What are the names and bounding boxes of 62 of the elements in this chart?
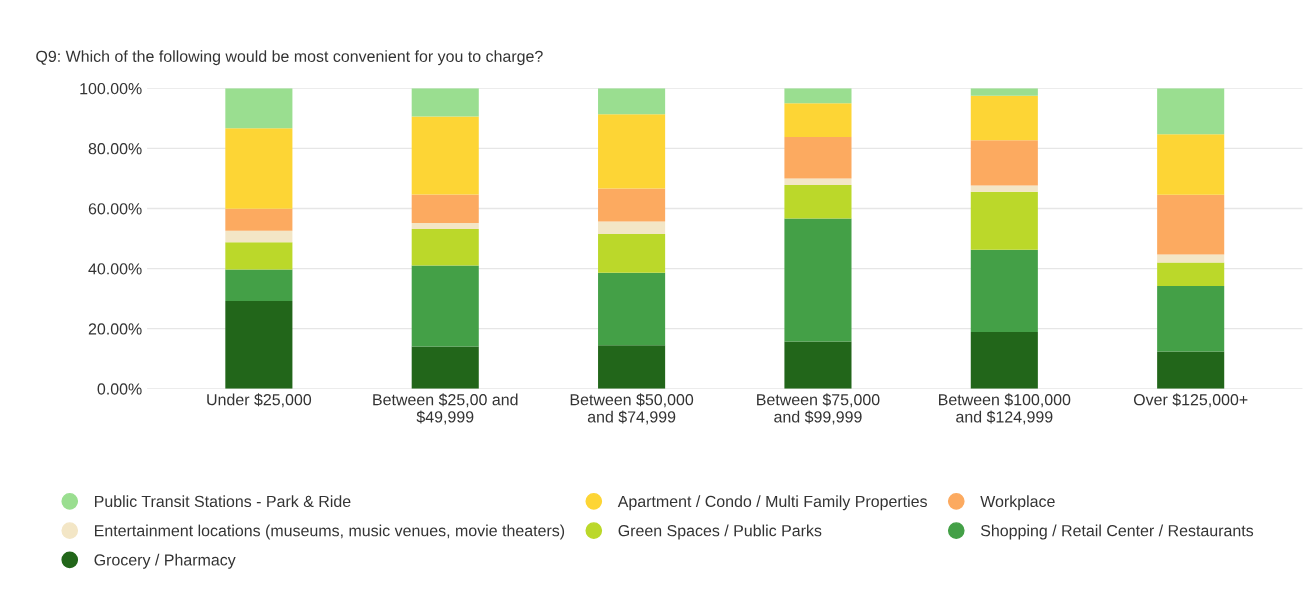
bar [598,345,666,389]
legend-label: Shopping / Retail Center / Restaurants [980,524,1254,540]
bar [598,188,666,222]
bar [598,234,666,273]
bar [598,88,666,115]
x-tick-label: Between $100,000 and $124,999 [939,393,1071,425]
y-tick-label: 20.00% [88,323,142,335]
bar [784,137,852,179]
bar [411,222,479,229]
bar [411,346,479,389]
bar [970,88,1038,96]
bar [784,88,852,104]
y-tick-label: 100.00% [80,82,142,95]
bar [225,88,293,129]
bar [1157,134,1225,195]
bar [225,269,293,302]
legend-label: Entertainment locations (museums, music venues, movie theaters) [95,524,565,540]
bar [1157,254,1225,263]
bar [784,341,852,389]
legend-label: Public Transit Stations - Park & Ride [95,495,351,508]
bar [1157,351,1225,389]
bar [598,114,666,189]
bar [1157,262,1225,287]
bar [225,301,293,389]
bar [411,194,479,223]
chart-title: Q9: Which of the following would be most convenient for you to charge? [36,50,543,66]
bar [970,95,1038,141]
bar [784,178,852,186]
bar [225,230,293,243]
bar [784,185,852,219]
bar [225,128,293,209]
x-tick-label: Under $25,000 [207,393,312,408]
bar [411,228,479,266]
bar [598,272,666,346]
bar [784,103,852,138]
x-tick-label: Over $125,000+ [1133,393,1248,408]
bar [225,242,293,270]
legend-label: Green Spaces / Public Parks [618,524,822,540]
y-tick-label: 0.00% [97,383,142,395]
y-tick-label: 80.00% [88,143,142,155]
bar [225,208,293,231]
bar [970,185,1038,192]
bar [598,221,666,235]
bar [970,140,1038,186]
bar [411,116,479,195]
bar [411,265,479,347]
x-tick-label: Between $50,000 and $74,999 [570,393,694,425]
legend-label: Grocery / Pharmacy [94,553,236,569]
y-tick-label: 40.00% [88,263,142,275]
legend-label: Workplace [980,495,1055,511]
bar [1157,194,1225,255]
x-tick-label: Between $75,000 and $99,999 [757,393,880,425]
bar [970,331,1038,389]
bar [1157,88,1225,135]
legend-label: Apartment / Condo / Multi Family Properties [617,495,927,511]
bar [1157,286,1225,352]
y-tick-label: 60.00% [88,203,142,215]
bar [970,249,1038,332]
bar [970,191,1038,250]
bar [411,88,479,117]
x-tick-label: Between $25,00 and $49,999 [373,393,518,425]
bar [784,218,852,342]
